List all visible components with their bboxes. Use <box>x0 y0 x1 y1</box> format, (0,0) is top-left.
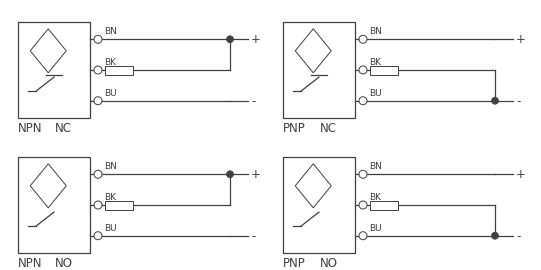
Polygon shape <box>295 164 331 208</box>
Text: BN: BN <box>369 27 382 36</box>
Polygon shape <box>295 29 331 73</box>
Text: NC: NC <box>320 122 337 135</box>
Text: +: + <box>251 33 261 46</box>
Text: +: + <box>516 168 526 181</box>
Bar <box>283 22 355 118</box>
Text: PNP: PNP <box>283 122 306 135</box>
Text: NPN: NPN <box>18 257 43 270</box>
Polygon shape <box>30 164 66 208</box>
Circle shape <box>359 232 367 240</box>
Text: -: - <box>251 95 255 108</box>
Text: -: - <box>516 95 520 108</box>
Text: BN: BN <box>104 162 117 171</box>
Circle shape <box>359 97 367 105</box>
Circle shape <box>359 66 367 74</box>
Bar <box>370 66 398 75</box>
Bar <box>105 66 133 75</box>
Text: BK: BK <box>369 193 381 202</box>
Text: BU: BU <box>369 224 381 233</box>
Circle shape <box>94 66 102 74</box>
Bar <box>18 157 90 253</box>
Text: BK: BK <box>369 58 381 67</box>
Circle shape <box>359 201 367 209</box>
Text: BN: BN <box>369 162 382 171</box>
Circle shape <box>227 36 234 43</box>
Circle shape <box>94 201 102 209</box>
Text: BU: BU <box>104 89 117 98</box>
Bar <box>283 157 355 253</box>
Circle shape <box>94 170 102 178</box>
Text: NPN: NPN <box>18 122 43 135</box>
Text: BK: BK <box>104 193 116 202</box>
Text: -: - <box>251 230 255 243</box>
Circle shape <box>359 170 367 178</box>
Bar <box>370 201 398 210</box>
Text: PNP: PNP <box>283 257 306 270</box>
Circle shape <box>94 232 102 240</box>
Text: BN: BN <box>104 27 117 36</box>
Text: NO: NO <box>55 257 73 270</box>
Text: NC: NC <box>55 122 72 135</box>
Text: -: - <box>516 230 520 243</box>
Polygon shape <box>30 29 66 73</box>
Text: +: + <box>251 168 261 181</box>
Circle shape <box>227 171 234 178</box>
Text: BU: BU <box>104 224 117 233</box>
Circle shape <box>359 35 367 43</box>
Circle shape <box>492 232 498 239</box>
Text: NO: NO <box>320 257 338 270</box>
Text: BK: BK <box>104 58 116 67</box>
Circle shape <box>94 97 102 105</box>
Bar <box>18 22 90 118</box>
Bar <box>105 201 133 210</box>
Circle shape <box>492 97 498 104</box>
Text: +: + <box>516 33 526 46</box>
Circle shape <box>94 35 102 43</box>
Text: BU: BU <box>369 89 381 98</box>
